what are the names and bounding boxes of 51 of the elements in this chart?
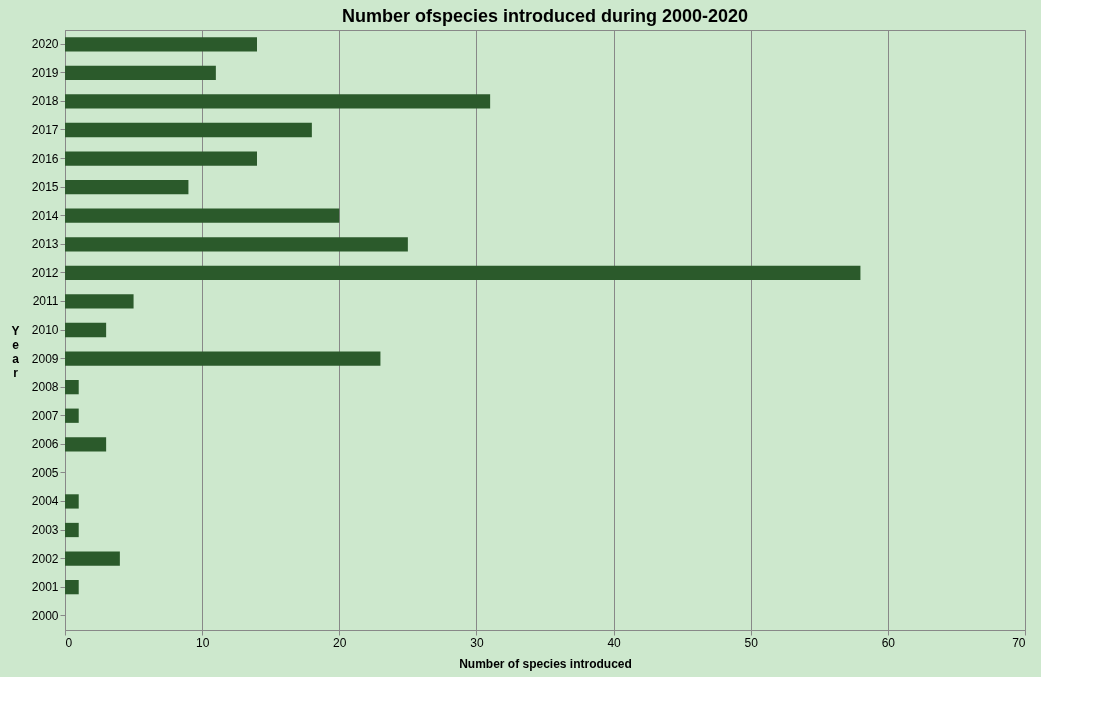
bar <box>65 237 408 252</box>
y-tick-label: 2004 <box>31 494 59 509</box>
x-tick-label: 10 <box>195 635 210 650</box>
y-tick-label: 2007 <box>31 408 59 423</box>
y-tick-label: 2011 <box>32 294 59 309</box>
y-tick-label: 2012 <box>31 265 59 280</box>
bar <box>65 580 79 595</box>
bar <box>65 151 257 166</box>
y-tick-label: 2003 <box>31 523 59 537</box>
y-tick-label: 2005 <box>31 465 59 480</box>
y-tick-label: 2018 <box>31 94 59 109</box>
bar <box>65 208 340 223</box>
bar <box>65 265 861 280</box>
bar <box>65 494 79 509</box>
y-tick-label: 2015 <box>31 180 59 195</box>
bar <box>65 351 381 366</box>
y-tick-label: 2009 <box>31 351 59 366</box>
y-tick-label: 2010 <box>31 323 59 337</box>
x-tick-label: 60 <box>881 635 896 650</box>
y-tick-label: 2016 <box>31 151 59 166</box>
bar <box>65 294 134 309</box>
x-tick-label: 0 <box>65 635 73 650</box>
x-tick-label: 40 <box>607 635 622 650</box>
y-tick-label: 2013 <box>31 237 59 252</box>
y-tick-label: 2020 <box>31 37 59 52</box>
bar <box>65 408 79 423</box>
bar <box>65 437 107 452</box>
y-tick-label: 2019 <box>31 65 59 80</box>
bar <box>65 180 189 195</box>
x-tick-label: 50 <box>744 635 759 650</box>
chart-title: Number ofspecies introduced during 2000-2020 <box>341 6 749 26</box>
y-axis-title: Year <box>11 323 20 380</box>
y-tick-label: 2008 <box>31 380 59 395</box>
bar <box>65 94 491 109</box>
bar <box>65 37 257 52</box>
bar <box>65 522 79 538</box>
y-tick-label: 2000 <box>31 608 59 623</box>
x-tick-label: 20 <box>333 635 347 650</box>
y-tick-label: 2017 <box>31 123 59 137</box>
y-tick-label: 2001 <box>31 580 59 595</box>
bar <box>65 551 120 566</box>
y-tick-label: 2014 <box>31 208 59 223</box>
bar <box>65 322 107 338</box>
x-tick-label: 30 <box>470 635 484 650</box>
y-tick-label: 2006 <box>31 437 59 452</box>
bar <box>65 380 79 395</box>
y-tick-label: 2002 <box>31 551 59 566</box>
x-axis-title: Number of species introduced <box>459 656 632 671</box>
bar <box>65 122 312 138</box>
bar <box>65 65 216 80</box>
x-tick-label: 70 <box>1012 635 1026 650</box>
